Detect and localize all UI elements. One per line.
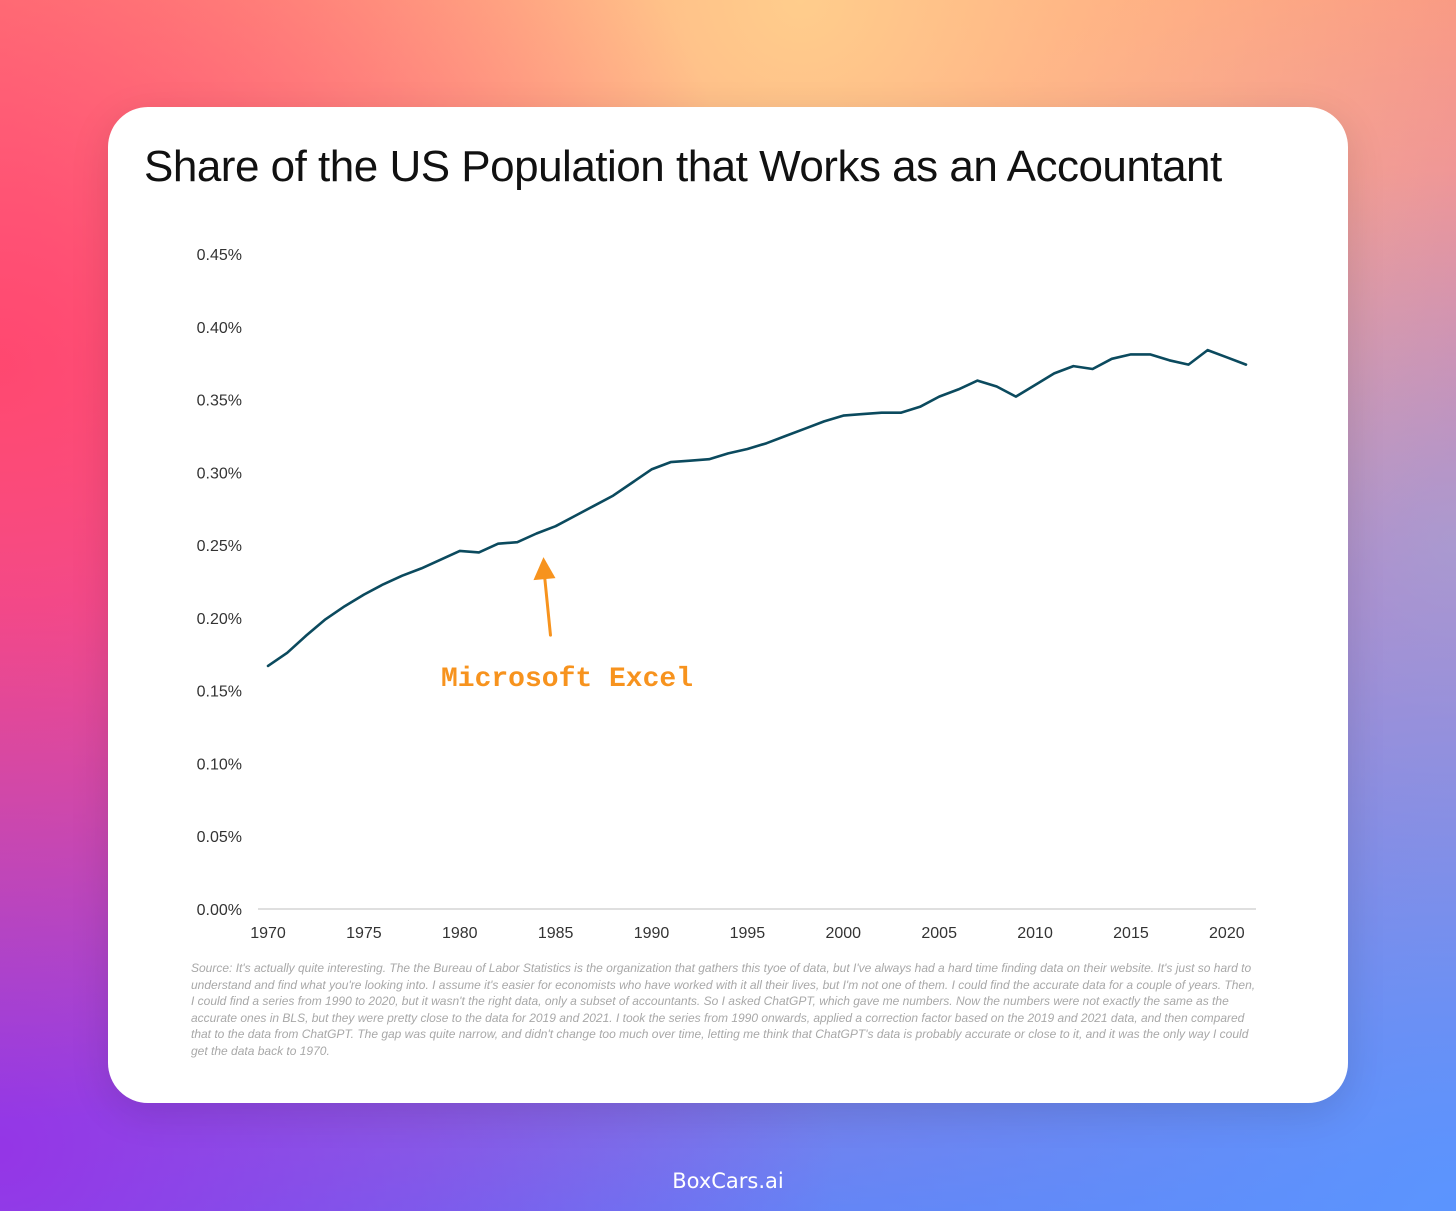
x-tick-label: 1980 <box>442 925 478 942</box>
x-tick-label: 2000 <box>825 925 861 942</box>
y-tick-label: 0.40% <box>197 320 242 337</box>
series-line <box>266 348 1248 668</box>
y-tick-label: 0.15% <box>197 684 242 701</box>
x-tick-label: 2010 <box>1017 925 1053 942</box>
x-tick-label: 1970 <box>250 925 286 942</box>
y-tick-label: 0.10% <box>197 756 242 773</box>
series-group <box>266 348 1248 668</box>
y-tick-label: 0.35% <box>197 393 242 410</box>
annotation-group: Microsoft Excel <box>441 557 693 695</box>
y-axis: 0.00% 0.05% 0.10% 0.15% 0.20% 0.25% 0.30% 0.35%… <box>197 247 242 919</box>
y-tick-label: 0.45% <box>197 247 242 264</box>
x-tick-label: 1995 <box>730 925 766 942</box>
x-tick-label: 1985 <box>538 925 574 942</box>
y-tick-label: 0.25% <box>197 538 242 555</box>
y-tick-label: 0.20% <box>197 611 242 628</box>
annotation-arrow-head <box>533 557 556 581</box>
chart-title: Share of the US Population that Works as… <box>144 142 1222 191</box>
annotation-arrow-shaft <box>542 573 552 637</box>
x-tick-label: 1975 <box>346 925 382 942</box>
brand-watermark[interactable]: BoxCars.ai <box>672 1169 784 1193</box>
y-tick-label: 0.05% <box>197 829 242 846</box>
chart-card <box>108 107 1348 1103</box>
y-tick-label: 0.00% <box>197 902 242 919</box>
x-tick-label: 1990 <box>634 925 670 942</box>
x-tick-label: 2015 <box>1113 925 1149 942</box>
source-note: Source: It's actually quite interesting.… <box>191 961 1256 1058</box>
x-tick-label: 2005 <box>921 925 957 942</box>
x-axis: 1970 1975 1980 1985 1990 1995 2000 2005 2010 2015… <box>250 908 1256 942</box>
y-tick-label: 0.30% <box>197 465 242 482</box>
annotation-label: Microsoft Excel <box>441 664 693 695</box>
x-tick-label: 2020 <box>1209 925 1245 942</box>
